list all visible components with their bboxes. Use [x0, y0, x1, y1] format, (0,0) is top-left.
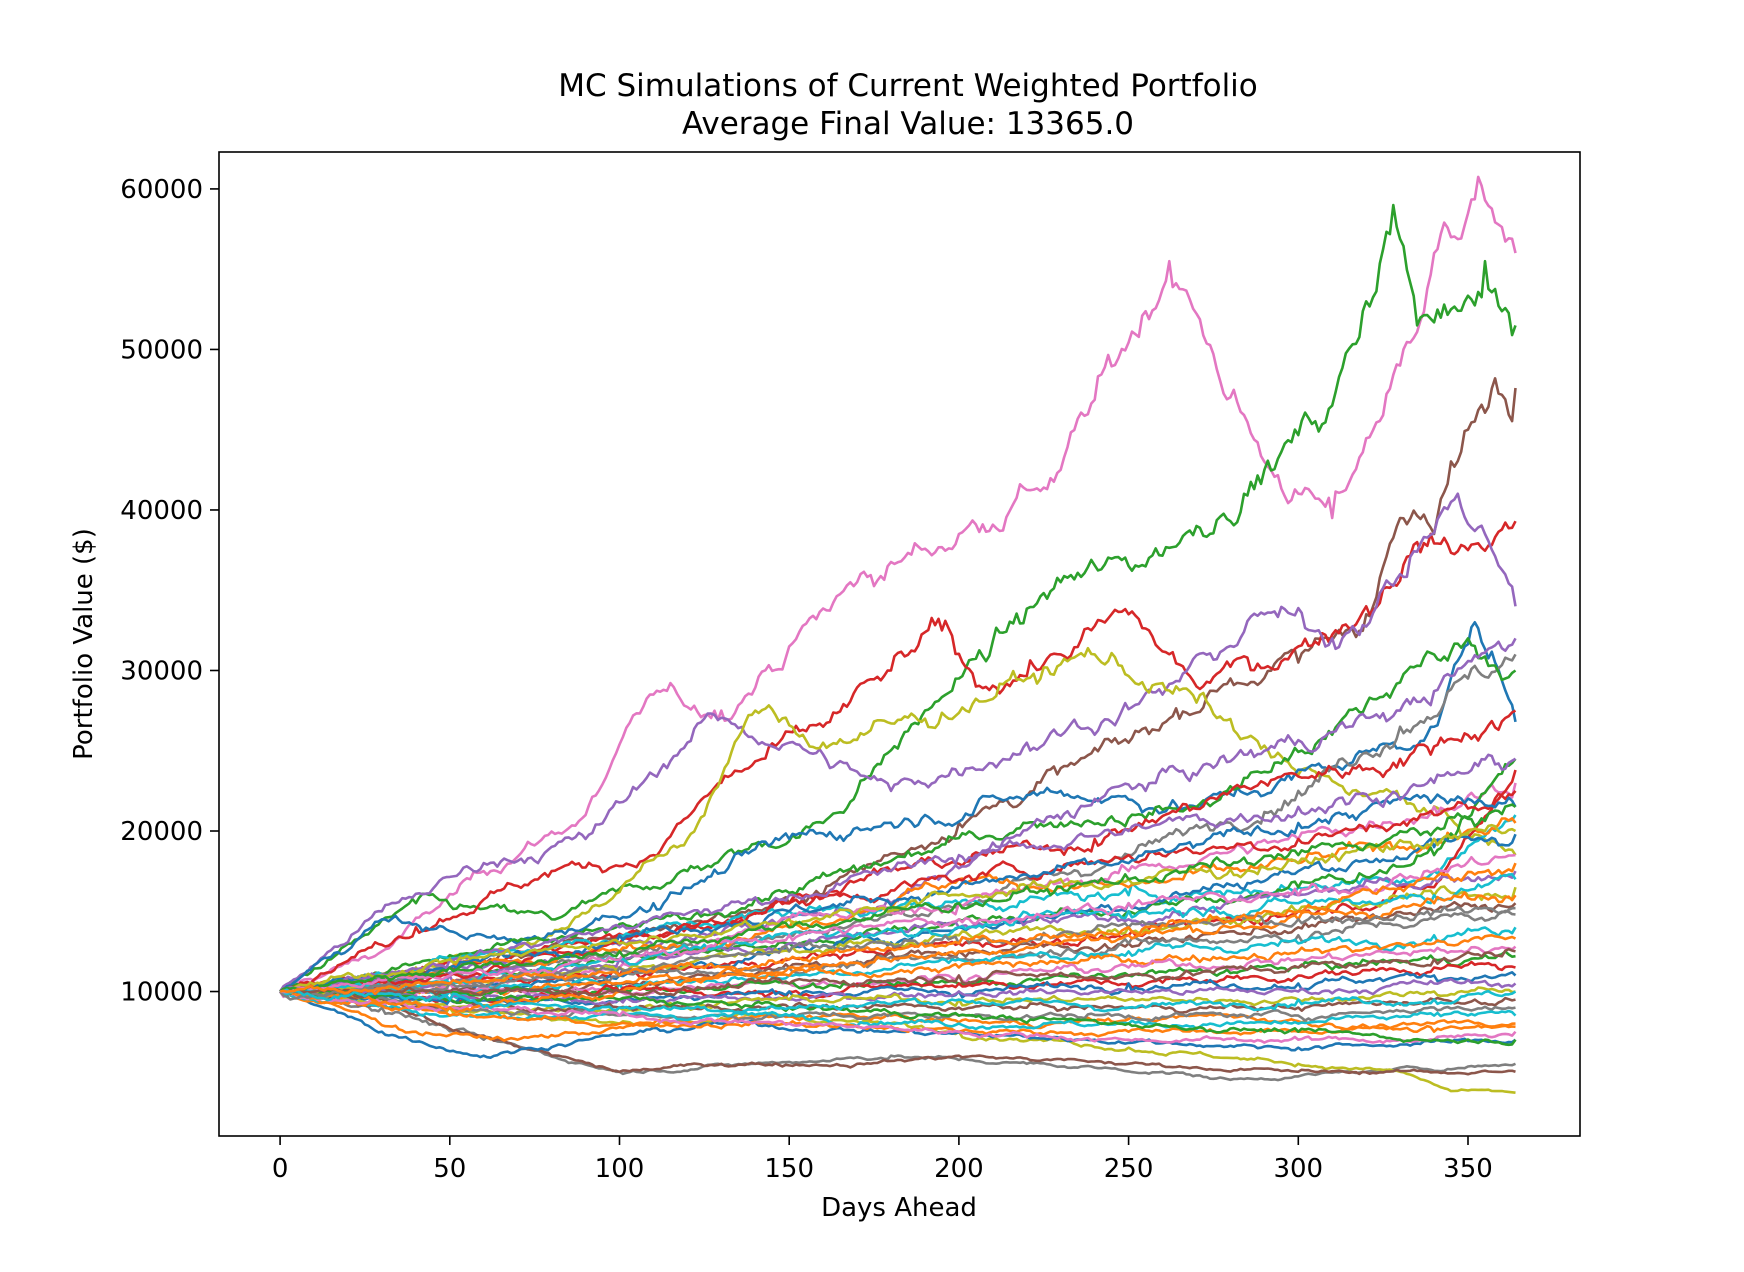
simulation-line-5: [279, 492, 1517, 993]
x-tick-label: 350: [1443, 1154, 1493, 1184]
simulation-line-9: [279, 637, 1517, 993]
simulation-line-51: [279, 988, 1517, 1014]
chart-title: MC Simulations of Current Weighted Portf…: [558, 68, 1258, 104]
x-tick-label: 200: [934, 1154, 984, 1184]
x-tick-label: 150: [764, 1154, 814, 1184]
x-axis: 0 50 100 150 200 250 300 350: [272, 1136, 1493, 1184]
x-tick-label: 0: [272, 1154, 289, 1184]
x-tick-label: 100: [595, 1154, 645, 1184]
y-axis: 10000 20000 30000 40000 50000 60000: [120, 175, 219, 1008]
simulation-line-50: [279, 947, 1516, 999]
x-tick-label: 300: [1273, 1154, 1323, 1184]
simulation-line-49: [279, 803, 1517, 993]
chart-subtitle: Average Final Value: 13365.0: [682, 106, 1134, 142]
simulation-line-2: [279, 203, 1517, 993]
simulation-line-30: [279, 950, 1516, 998]
y-tick-label: 60000: [120, 175, 203, 205]
simulation-line-43: [279, 753, 1517, 993]
simulation-line-48: [279, 853, 1516, 994]
y-tick-label: 20000: [120, 817, 203, 847]
plot-frame: [218, 151, 1581, 1137]
simulation-line-16: [280, 990, 1516, 1042]
simulation-line-37: [279, 990, 1517, 1031]
y-tick-label: 10000: [120, 978, 203, 1008]
simulation-line-1: [279, 175, 1517, 993]
y-axis-label: Portfolio Value ($): [69, 528, 99, 760]
simulation-line-52: [279, 862, 1517, 996]
simulation-line-44: [279, 823, 1517, 995]
simulation-line-7: [279, 620, 1517, 993]
x-tick-label: 50: [433, 1154, 466, 1184]
simulation-line-47: [279, 905, 1516, 1001]
y-tick-label: 50000: [120, 335, 203, 365]
x-tick-label: 250: [1104, 1154, 1154, 1184]
x-axis-label: Days Ahead: [821, 1193, 977, 1223]
series-lines-group: [279, 175, 1517, 1094]
y-tick-label: 30000: [120, 656, 203, 686]
simulation-line-40: [279, 987, 1517, 1047]
simulation-line-15: [279, 990, 1517, 1059]
simulation-line-4: [280, 520, 1517, 993]
y-tick-label: 40000: [120, 496, 203, 526]
